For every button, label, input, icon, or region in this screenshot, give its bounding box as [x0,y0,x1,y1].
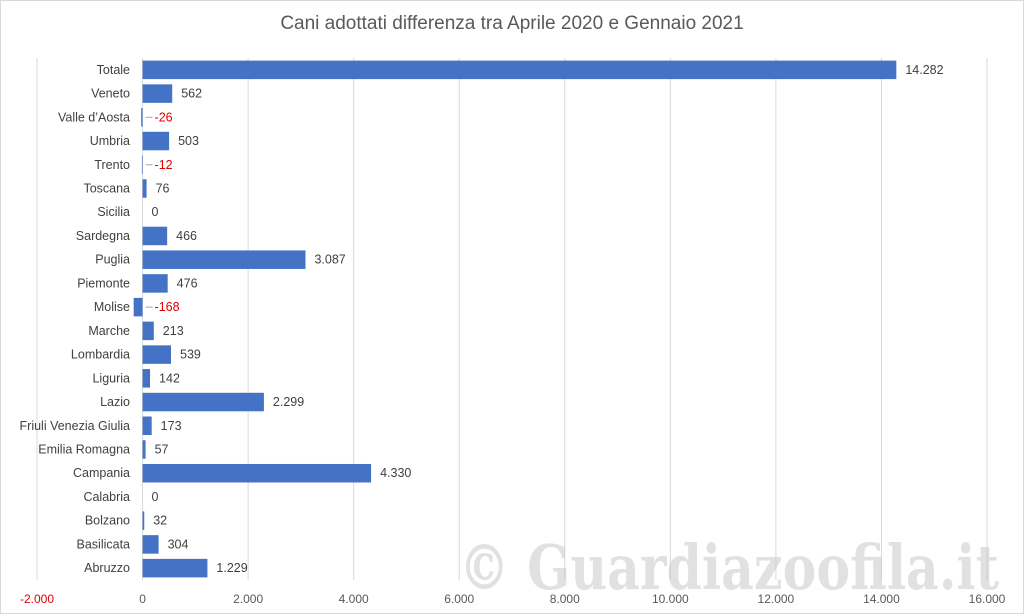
bar [142,345,172,364]
x-tick-label: 2.000 [233,592,263,606]
data-labels: 14.282 562 -26 503 -12 76 0 466 3.087 476 -168 213 5… [145,63,944,575]
bar [142,321,154,341]
data-label: 476 [177,276,198,290]
bar [142,84,173,103]
bar [142,226,168,246]
bar [141,108,143,127]
category-label: Puglia [95,253,130,267]
data-label: 539 [180,348,201,362]
category-label: Friuli Venezia Giulia [20,419,131,433]
data-label: 3.087 [314,253,345,267]
category-labels: Totale Veneto Valle d’Aosta Umbria Trento Tos… [20,63,131,575]
data-label: -168 [155,300,180,314]
category-label: Basilicata [77,537,131,551]
bars [133,60,897,578]
category-label: Lazio [100,395,130,409]
category-label: Totale [97,63,130,77]
category-label: Sardegna [76,229,130,243]
data-label: 466 [176,229,197,243]
category-label: Emilia Romagna [38,443,130,457]
data-label: 0 [152,205,159,219]
x-tick-label: 0 [139,592,146,606]
bar [142,250,306,269]
data-label: 57 [155,443,169,457]
chart-title: Cani adottati differenza tra Aprile 2020… [280,13,744,34]
data-label: 213 [163,324,184,338]
bar [142,369,151,388]
data-label: -26 [155,110,173,124]
bar [142,60,897,80]
data-label: 142 [159,371,180,385]
bar [142,440,146,459]
data-label: 32 [153,514,167,528]
category-label: Trento [94,158,130,172]
category-label: Toscana [83,182,130,196]
category-label: Veneto [91,87,130,101]
gridlines [36,58,988,580]
bar [133,297,143,317]
watermark-text: © Guardiazoofila.it [459,531,999,604]
x-tick-label: 14.000 [863,592,900,606]
category-label: Marche [88,324,130,338]
data-label: 1.229 [216,561,247,575]
data-label: 503 [178,134,199,148]
bar [142,558,208,578]
data-label: 2.299 [273,395,304,409]
category-label: Calabria [83,490,130,504]
data-label: 4.330 [380,466,411,480]
x-axis-ticks: -2.000 0 2.000 4.000 6.000 8.000 10.000 12.000 1… [20,592,1006,606]
category-label: Bolzano [85,514,130,528]
category-label: Molise [94,300,130,314]
category-label: Sicilia [97,205,130,219]
data-label: 562 [181,87,202,101]
category-label: Umbria [90,134,130,148]
data-label: 173 [161,419,182,433]
bar [142,511,145,530]
x-tick-label: 10.000 [652,592,689,606]
watermark: © Guardiazoofila.it [459,531,999,604]
bar [142,463,372,483]
bar [142,392,264,412]
bar [142,535,159,554]
x-tick-label: 4.000 [339,592,369,606]
data-label: 304 [168,537,189,551]
data-label: -12 [155,158,173,172]
bar [142,416,152,436]
category-label: Liguria [92,371,130,385]
bar [142,179,147,198]
x-tick-label: 16.000 [969,592,1006,606]
category-label: Valle d’Aosta [58,110,130,124]
bar [141,155,143,175]
category-label: Campania [73,466,130,480]
x-tick-label: 12.000 [758,592,795,606]
x-tick-label: 6.000 [444,592,474,606]
category-label: Lombardia [71,348,130,362]
data-label: 76 [156,182,170,196]
x-tick-label: 8.000 [550,592,580,606]
x-tick-label: -2.000 [20,592,54,606]
category-label: Piemonte [77,276,130,290]
data-label: 14.282 [905,63,943,77]
category-label: Abruzzo [84,561,130,575]
bar [142,274,168,293]
data-label: 0 [152,490,159,504]
bar [142,131,170,151]
